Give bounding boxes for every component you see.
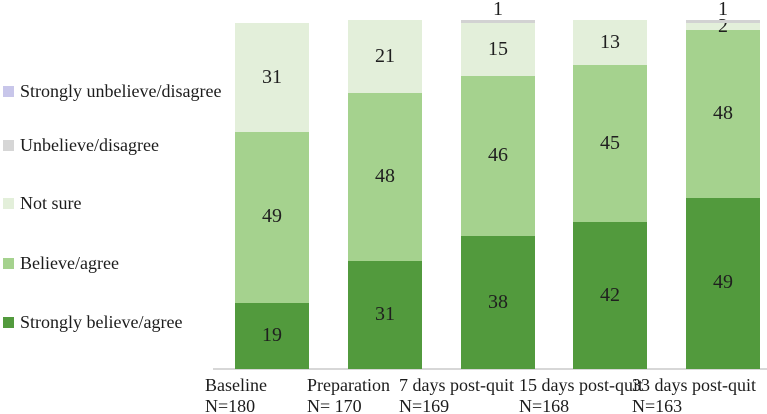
category-n-count: N=163 (632, 396, 683, 414)
category-name: 7 days post-quit (399, 375, 514, 395)
bar-segment-unbelieve-disagree (461, 20, 535, 24)
bar-segment-not-sure (573, 20, 647, 66)
bar-value-label: 19 (262, 323, 282, 346)
category-name: 33 days post-quit (632, 375, 756, 395)
legend-swatch-icon (3, 139, 14, 151)
bar-segment-not-sure (348, 20, 422, 94)
chart-legend: Strongly unbelieve/disagree Unbelieve/dis… (0, 0, 235, 414)
bar-value-label: 49 (713, 271, 733, 294)
category-label-baseline: Baseline N=180 (205, 375, 375, 414)
category-n-count: N=169 (399, 396, 450, 414)
category-label-7-days-post-quit: 7 days post-quit N=169 (399, 375, 569, 414)
bar-value-label: 31 (375, 302, 395, 325)
bar-segment-believe-agree (461, 75, 535, 237)
bar-value-label: 21 (375, 44, 395, 67)
bar-value-label: 31 (262, 65, 282, 88)
category-n-count: N=180 (205, 396, 256, 414)
category-label-33-days-post-quit: 33 days post-quit N=163 (632, 375, 767, 414)
bar-segment-believe-agree (348, 93, 422, 261)
category-name: 15 days post-quit (519, 375, 643, 395)
bar-value-label: 13 (600, 30, 620, 53)
bar-value-label: 45 (600, 131, 620, 154)
bar-value-label: 1 (718, 0, 728, 20)
category-name: Baseline (205, 375, 267, 395)
bar-value-label: 15 (488, 37, 508, 60)
bar-segment-not-sure (235, 23, 309, 132)
bar-segment-believe-agree (573, 65, 647, 223)
bar-value-label: 49 (262, 205, 282, 228)
bar-segment-strongly-believe-agree (348, 260, 422, 369)
legend-label: Strongly unbelieve/disagree (20, 80, 222, 101)
bar-segment-believe-agree (686, 30, 760, 198)
bar-segment-strongly-believe-agree (573, 222, 647, 369)
legend-label: Not sure (20, 192, 82, 213)
bar-segment-strongly-believe-agree (686, 197, 760, 369)
legend-item-not-sure: Not sure (3, 192, 82, 214)
category-label-15-days-post-quit: 15 days post-quit N=168 (519, 375, 689, 414)
category-n-count: N=168 (519, 396, 570, 414)
legend-item-unbelieve-disagree: Unbelieve/disagree (3, 134, 159, 156)
bar-value-label: 38 (488, 290, 508, 313)
legend-label: Believe/agree (20, 252, 119, 273)
bar-segment-strongly-believe-agree (235, 302, 309, 369)
legend-swatch-icon (3, 257, 14, 269)
bar-value-label: 46 (488, 144, 508, 167)
bar-segment-not-sure (461, 23, 535, 76)
bar-value-label: 42 (600, 283, 620, 306)
category-label-preparation: Preparation N= 170 (307, 375, 477, 414)
legend-item-strongly-believe-agree: Strongly believe/agree (3, 311, 182, 333)
bar-value-label: 1 (493, 0, 503, 20)
legend-swatch-icon (3, 85, 14, 97)
legend-label: Strongly believe/agree (20, 311, 183, 332)
bar-value-label: 48 (375, 165, 395, 188)
category-name: Preparation (307, 375, 390, 395)
category-n-count: N= 170 (307, 396, 362, 414)
legend-swatch-icon (3, 316, 14, 328)
bar-segment-not-sure (686, 23, 760, 31)
legend-label: Unbelieve/disagree (20, 134, 159, 155)
bar-value-label: 48 (713, 102, 733, 125)
bar-segment-strongly-believe-agree (461, 236, 535, 369)
bar-segment-believe-agree (235, 131, 309, 303)
legend-item-believe-agree: Believe/agree (3, 252, 119, 274)
legend-item-strongly-unbelieve-disagree: Strongly unbelieve/disagree (3, 80, 221, 102)
x-axis-line (213, 368, 767, 370)
legend-swatch-icon (3, 197, 14, 209)
bar-segment-unbelieve-disagree (686, 20, 760, 24)
bar-value-label: 2 (718, 14, 728, 37)
